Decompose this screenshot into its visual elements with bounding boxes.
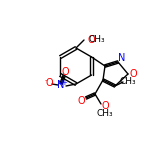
- Text: CH₃: CH₃: [120, 78, 136, 86]
- Text: CH₃: CH₃: [89, 36, 105, 45]
- Text: O: O: [87, 35, 95, 45]
- Text: CH₃: CH₃: [97, 109, 113, 117]
- Text: +: +: [62, 80, 67, 86]
- Text: -: -: [44, 77, 47, 83]
- Text: N: N: [57, 80, 65, 90]
- Text: O: O: [45, 78, 53, 88]
- Text: O: O: [61, 67, 69, 77]
- Text: O: O: [101, 101, 109, 111]
- Text: O: O: [129, 69, 137, 79]
- Text: O: O: [77, 96, 85, 106]
- Text: N: N: [118, 53, 126, 63]
